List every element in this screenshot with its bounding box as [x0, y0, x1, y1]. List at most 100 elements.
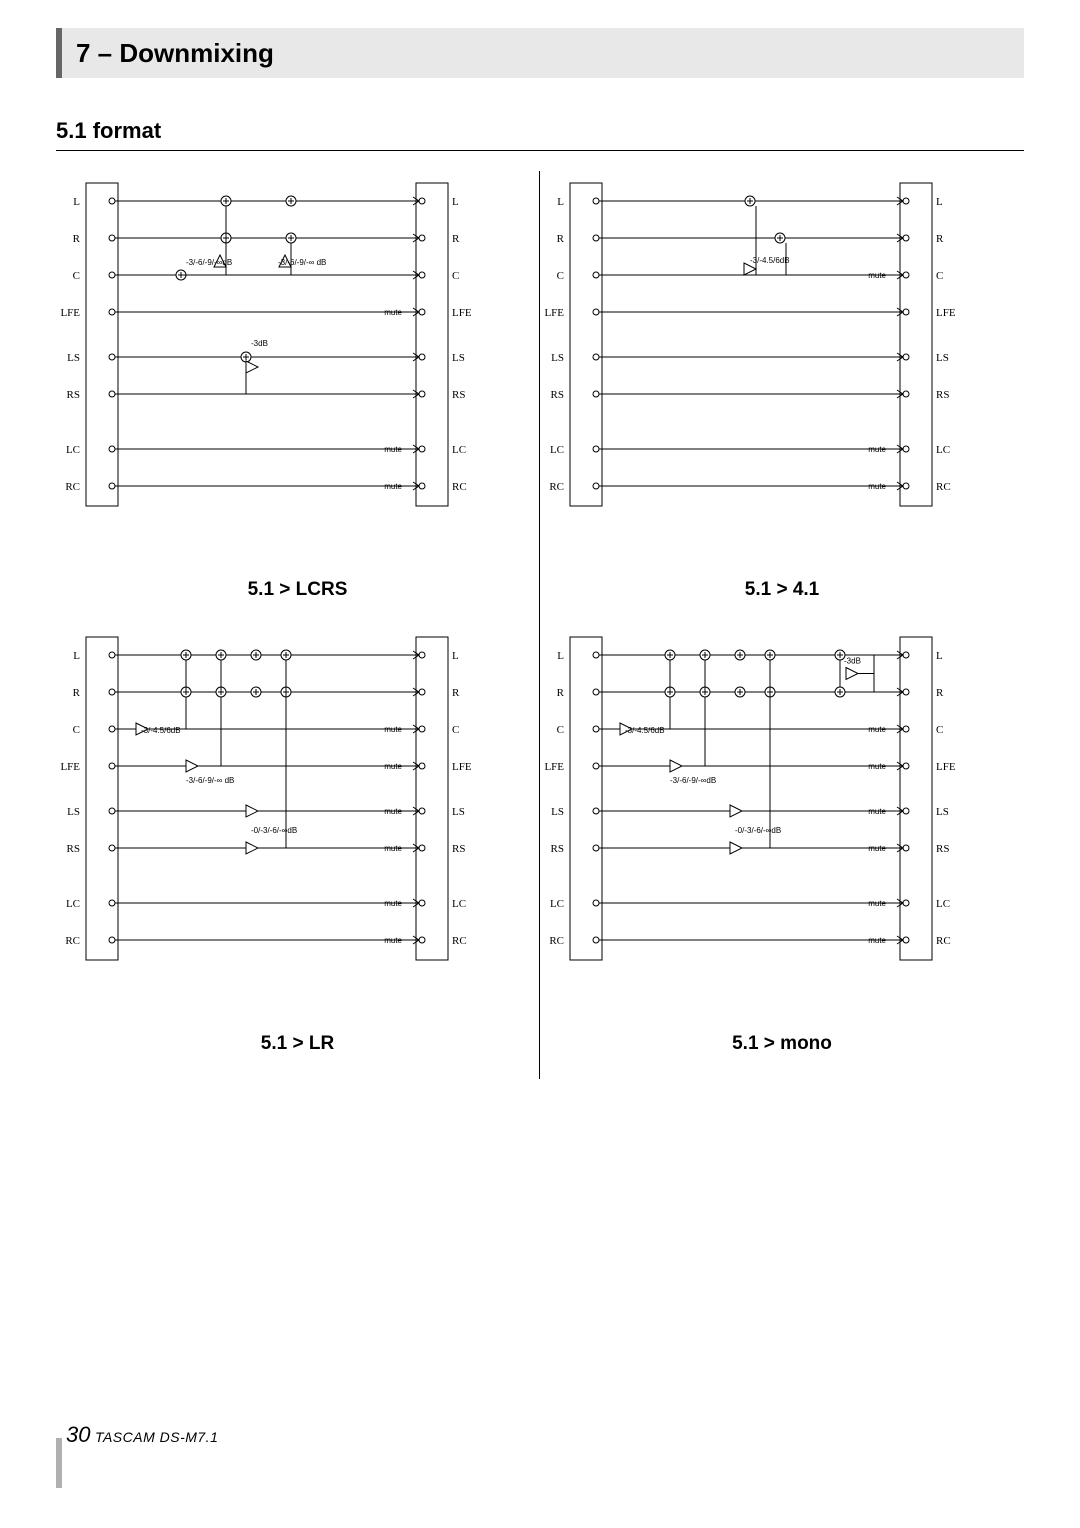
svg-text:R: R	[936, 687, 944, 699]
svg-text:LS: LS	[551, 806, 564, 818]
svg-text:RC: RC	[452, 481, 467, 493]
svg-text:LC: LC	[66, 444, 80, 456]
svg-text:R: R	[452, 233, 460, 245]
svg-text:LS: LS	[936, 806, 949, 818]
caption-bl: 5.1 > LR	[56, 1033, 539, 1055]
svg-text:RS: RS	[452, 843, 465, 855]
svg-text:RC: RC	[452, 935, 467, 947]
svg-text:L: L	[73, 196, 80, 208]
header-bar: 7 – Downmixing	[56, 28, 1024, 78]
svg-text:-0/-3/-6/-∞dB: -0/-3/-6/-∞dB	[735, 826, 781, 835]
svg-text:L: L	[557, 196, 564, 208]
svg-text:LFE: LFE	[60, 761, 80, 773]
svg-text:LC: LC	[550, 444, 564, 456]
svg-text:R: R	[557, 687, 565, 699]
cell-bl: LLRRCCmuteLFELFEmuteLSLSmuteRSRSmuteLCLC…	[56, 625, 540, 1079]
svg-text:L: L	[557, 650, 564, 662]
svg-text:RS: RS	[936, 843, 949, 855]
svg-text:LS: LS	[551, 352, 564, 364]
cell-tl: LLRRCCLFELFEmuteLSLSRSRSLCLCmuteRCRCmute…	[56, 171, 540, 625]
svg-text:-3/-4.5/6dB: -3/-4.5/6dB	[141, 726, 181, 735]
page-number: 30	[66, 1422, 90, 1447]
section-title: 5.1 format	[56, 118, 1024, 151]
svg-text:RC: RC	[549, 935, 564, 947]
svg-text:LC: LC	[936, 444, 950, 456]
svg-text:LFE: LFE	[936, 307, 956, 319]
svg-text:C: C	[557, 724, 564, 736]
footer-model: TASCAM DS-M7.1	[95, 1429, 218, 1445]
svg-text:-3/-6/-9/-∞dB: -3/-6/-9/-∞dB	[186, 258, 232, 267]
svg-text:RS: RS	[936, 389, 949, 401]
footer: 30 TASCAM DS-M7.1	[66, 1422, 218, 1448]
svg-text:RC: RC	[936, 935, 951, 947]
diagram-grid: LLRRCCLFELFEmuteLSLSRSRSLCLCmuteRCRCmute…	[56, 171, 1024, 1079]
svg-text:L: L	[452, 650, 459, 662]
svg-text:RC: RC	[65, 935, 80, 947]
svg-text:LS: LS	[67, 806, 80, 818]
svg-text:LC: LC	[66, 898, 80, 910]
svg-text:C: C	[936, 724, 943, 736]
svg-text:R: R	[452, 687, 460, 699]
svg-text:C: C	[936, 270, 943, 282]
svg-text:LFE: LFE	[544, 307, 564, 319]
svg-text:mute: mute	[868, 725, 886, 734]
svg-text:LFE: LFE	[452, 761, 472, 773]
svg-text:RS: RS	[67, 843, 80, 855]
svg-text:mute: mute	[868, 445, 886, 454]
svg-text:C: C	[452, 724, 459, 736]
svg-text:mute: mute	[868, 936, 886, 945]
svg-text:RC: RC	[936, 481, 951, 493]
cell-tr: LLRRCCmuteLFELFELSLSRSRSLCLCmuteRCRCmute…	[540, 171, 1024, 625]
svg-text:LFE: LFE	[544, 761, 564, 773]
svg-text:mute: mute	[868, 844, 886, 853]
svg-text:LC: LC	[550, 898, 564, 910]
svg-text:mute: mute	[868, 271, 886, 280]
svg-text:mute: mute	[384, 445, 402, 454]
svg-text:-3/-6/-9/-∞ dB: -3/-6/-9/-∞ dB	[278, 258, 326, 267]
svg-text:C: C	[452, 270, 459, 282]
svg-text:C: C	[73, 270, 80, 282]
svg-text:mute: mute	[384, 936, 402, 945]
svg-text:mute: mute	[384, 482, 402, 491]
svg-text:L: L	[936, 196, 943, 208]
cell-br: LLRRCCmuteLFELFEmuteLSLSmuteRSRSmuteLCLC…	[540, 625, 1024, 1079]
svg-text:mute: mute	[868, 762, 886, 771]
svg-text:R: R	[73, 687, 81, 699]
svg-text:LFE: LFE	[452, 307, 472, 319]
svg-text:mute: mute	[868, 807, 886, 816]
svg-text:RC: RC	[549, 481, 564, 493]
svg-text:RS: RS	[67, 389, 80, 401]
caption-tr: 5.1 > 4.1	[540, 579, 1024, 601]
svg-text:LC: LC	[452, 444, 466, 456]
svg-text:LFE: LFE	[936, 761, 956, 773]
svg-text:RC: RC	[65, 481, 80, 493]
svg-text:-3dB: -3dB	[251, 339, 268, 348]
svg-text:-3dB: -3dB	[844, 657, 861, 666]
svg-text:-0/-3/-6/-∞dB: -0/-3/-6/-∞dB	[251, 826, 297, 835]
svg-text:mute: mute	[868, 482, 886, 491]
header-title: 7 – Downmixing	[76, 38, 274, 69]
svg-text:mute: mute	[384, 807, 402, 816]
svg-text:LS: LS	[452, 352, 465, 364]
svg-text:LS: LS	[452, 806, 465, 818]
svg-text:-3/-6/-9/-∞ dB: -3/-6/-9/-∞ dB	[186, 776, 234, 785]
svg-text:mute: mute	[384, 899, 402, 908]
svg-text:LS: LS	[936, 352, 949, 364]
page: 7 – Downmixing 5.1 format LLRRCCLFELFEmu…	[0, 0, 1080, 1528]
svg-text:L: L	[452, 196, 459, 208]
footer-bar	[56, 1438, 62, 1488]
caption-tl: 5.1 > LCRS	[56, 579, 539, 601]
svg-text:mute: mute	[384, 762, 402, 771]
svg-text:L: L	[936, 650, 943, 662]
svg-text:RS: RS	[551, 389, 564, 401]
svg-text:C: C	[73, 724, 80, 736]
svg-text:LFE: LFE	[60, 307, 80, 319]
svg-text:LC: LC	[452, 898, 466, 910]
svg-text:C: C	[557, 270, 564, 282]
svg-text:LC: LC	[936, 898, 950, 910]
svg-text:mute: mute	[384, 725, 402, 734]
svg-text:R: R	[936, 233, 944, 245]
svg-text:-3/-4.5/6dB: -3/-4.5/6dB	[750, 256, 790, 265]
svg-text:L: L	[73, 650, 80, 662]
svg-text:-3/-4.5/6dB: -3/-4.5/6dB	[625, 726, 665, 735]
